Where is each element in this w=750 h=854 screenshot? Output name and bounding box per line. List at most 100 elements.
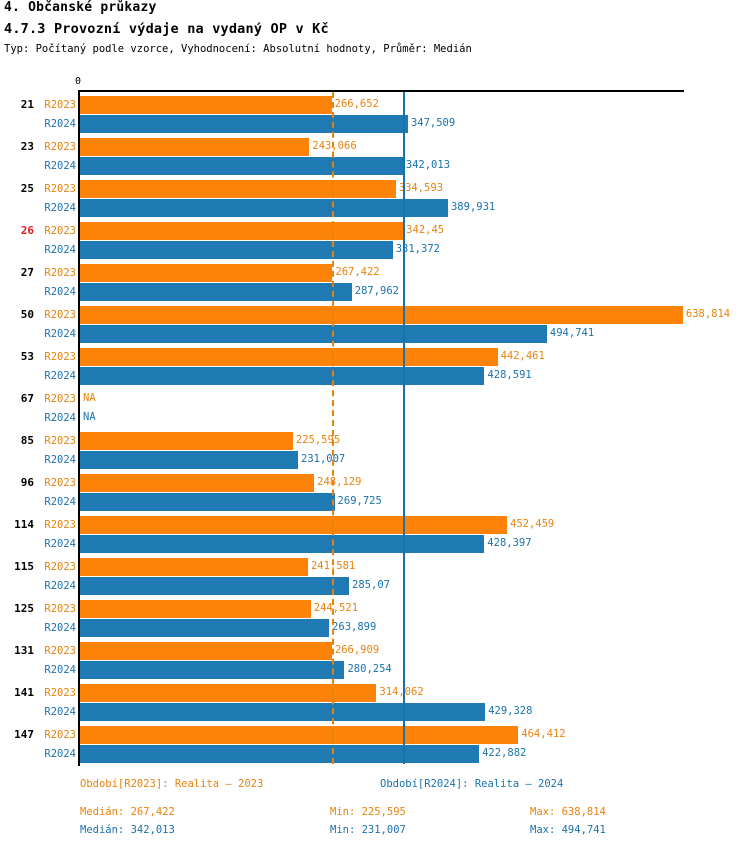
bar[interactable] bbox=[80, 535, 485, 553]
bar-row: R2024 331,372 bbox=[0, 241, 750, 260]
bar-value: 269,725 bbox=[337, 495, 382, 507]
bar-group: 115 R2023 241,581 R2024 285,07 bbox=[0, 556, 750, 598]
bar-value: 263,899 bbox=[332, 621, 377, 633]
bar-value-na: NA bbox=[83, 392, 96, 404]
bar-row: R2024 389,931 bbox=[0, 199, 750, 218]
bar-group: 131 R2023 266,909 R2024 280,254 bbox=[0, 640, 750, 682]
bar[interactable] bbox=[80, 432, 293, 450]
bar[interactable] bbox=[80, 745, 480, 763]
bar[interactable] bbox=[80, 367, 485, 385]
bar-row: R2024 263,899 bbox=[0, 619, 750, 638]
bar-group: 147 R2023 464,412 R2024 422,882 bbox=[0, 724, 750, 766]
bar[interactable] bbox=[80, 661, 345, 679]
series-label-r2023: R2023 bbox=[44, 729, 76, 741]
bar-group: 125 R2023 244,521 R2024 263,899 bbox=[0, 598, 750, 640]
series-label-r2023: R2023 bbox=[44, 687, 76, 699]
bar-value: 266,652 bbox=[334, 98, 379, 110]
stat-median-2024: Medián: 342,013 bbox=[80, 824, 175, 836]
bar[interactable] bbox=[80, 115, 408, 133]
bar-row: R2023 334,593 bbox=[0, 180, 750, 199]
bar[interactable] bbox=[80, 577, 350, 595]
legend-item-2024[interactable]: Období[R2024]: Realita – 2024 bbox=[380, 778, 564, 790]
bar[interactable] bbox=[80, 264, 333, 282]
bar-value: 231,007 bbox=[301, 453, 346, 465]
bar-group-id: 53 bbox=[20, 350, 34, 363]
series-label-r2023: R2023 bbox=[44, 435, 76, 447]
bar[interactable] bbox=[80, 558, 308, 576]
bar-group: 53 R2023 442,461 R2024 428,591 bbox=[0, 346, 750, 388]
series-label-r2024: R2024 bbox=[44, 328, 76, 340]
bar[interactable] bbox=[80, 283, 352, 301]
bar-row: R2023 244,521 bbox=[0, 600, 750, 619]
bar[interactable] bbox=[80, 325, 547, 343]
bar-group-id: 141 bbox=[14, 686, 34, 699]
bar-group: 27 R2023 267,422 R2024 287,962 bbox=[0, 262, 750, 304]
bar-row: R2024 428,591 bbox=[0, 367, 750, 386]
bar-row: R2023 452,459 bbox=[0, 516, 750, 535]
bar-row: R2023 266,652 bbox=[0, 96, 750, 115]
bar-value: 285,07 bbox=[352, 579, 390, 591]
bar-group-id: 85 bbox=[20, 434, 34, 447]
series-label-r2023: R2023 bbox=[44, 351, 76, 363]
bar[interactable] bbox=[80, 684, 377, 702]
bar-row: R2023 442,461 bbox=[0, 348, 750, 367]
bar[interactable] bbox=[80, 516, 507, 534]
bar-group: 141 R2023 314,062 R2024 429,328 bbox=[0, 682, 750, 724]
bar[interactable] bbox=[80, 138, 310, 156]
bar-value: 638,814 bbox=[685, 308, 731, 320]
series-label-r2023: R2023 bbox=[44, 561, 76, 573]
series-label-r2023: R2023 bbox=[44, 519, 76, 531]
bar-group: 114 R2023 452,459 R2024 428,397 bbox=[0, 514, 750, 556]
bar[interactable] bbox=[80, 157, 403, 175]
bar-value: 334,593 bbox=[398, 182, 444, 194]
bar-row: R2023 267,422 bbox=[0, 264, 750, 283]
bar[interactable] bbox=[80, 703, 486, 721]
bar[interactable] bbox=[80, 180, 396, 198]
reference-line-median-2024 bbox=[402, 92, 405, 764]
bar-value: 244,521 bbox=[313, 602, 359, 614]
chart-subtitle: Typ: Počítaný podle vzorce, Vyhodnocení:… bbox=[4, 43, 472, 55]
series-label-r2024: R2024 bbox=[44, 454, 76, 466]
bar[interactable] bbox=[80, 306, 683, 324]
bar[interactable] bbox=[80, 96, 332, 114]
series-label-r2024: R2024 bbox=[44, 244, 76, 256]
bar-row: R2024 NA bbox=[0, 409, 750, 428]
bar[interactable] bbox=[80, 348, 498, 366]
bar-group-id: 114 bbox=[14, 518, 34, 531]
chart-plot-area: 0 21 R2023 266,652 R2024 347,509 23 R2023 243,0… bbox=[0, 76, 750, 766]
bar-row: R2023 NA bbox=[0, 390, 750, 409]
series-label-r2023: R2023 bbox=[44, 267, 76, 279]
bar[interactable] bbox=[80, 726, 519, 744]
bar-row: R2024 429,328 bbox=[0, 703, 750, 722]
bar-value: 331,372 bbox=[395, 243, 440, 255]
bar[interactable] bbox=[80, 222, 404, 240]
series-label-r2024: R2024 bbox=[44, 286, 76, 298]
bar-value: 464,412 bbox=[521, 728, 566, 740]
bar[interactable] bbox=[80, 642, 332, 660]
bar-value: 428,397 bbox=[487, 537, 532, 549]
bar[interactable] bbox=[80, 493, 335, 511]
chart-footer: Období[R2023]: Realita – 2023 Období[R20… bbox=[0, 772, 750, 854]
bar[interactable] bbox=[80, 619, 330, 637]
bar[interactable] bbox=[80, 600, 311, 618]
series-label-r2023: R2023 bbox=[44, 99, 76, 111]
bar[interactable] bbox=[80, 241, 393, 259]
bar-group-id: 67 bbox=[20, 392, 34, 405]
legend-item-2023[interactable]: Období[R2023]: Realita – 2023 bbox=[80, 778, 264, 790]
stat-median-2023: Medián: 267,422 bbox=[80, 806, 175, 818]
bar-group: 85 R2023 225,595 R2024 231,007 bbox=[0, 430, 750, 472]
bar[interactable] bbox=[80, 199, 448, 217]
stat-max-2024: Max: 494,741 bbox=[530, 824, 606, 836]
bar[interactable] bbox=[80, 451, 298, 469]
bar-group-id: 25 bbox=[20, 182, 34, 195]
bar-row: R2024 287,962 bbox=[0, 283, 750, 302]
bar[interactable] bbox=[80, 474, 315, 492]
stat-min-2023: Min: 225,595 bbox=[330, 806, 406, 818]
bar-group-id: 96 bbox=[20, 476, 34, 489]
bar-group-id: 115 bbox=[14, 560, 34, 573]
series-label-r2024: R2024 bbox=[44, 580, 76, 592]
bar-row: R2024 231,007 bbox=[0, 451, 750, 470]
series-label-r2024: R2024 bbox=[44, 622, 76, 634]
axis-zero-tick-label: 0 bbox=[75, 76, 82, 87]
bar-value: 287,962 bbox=[354, 285, 400, 297]
